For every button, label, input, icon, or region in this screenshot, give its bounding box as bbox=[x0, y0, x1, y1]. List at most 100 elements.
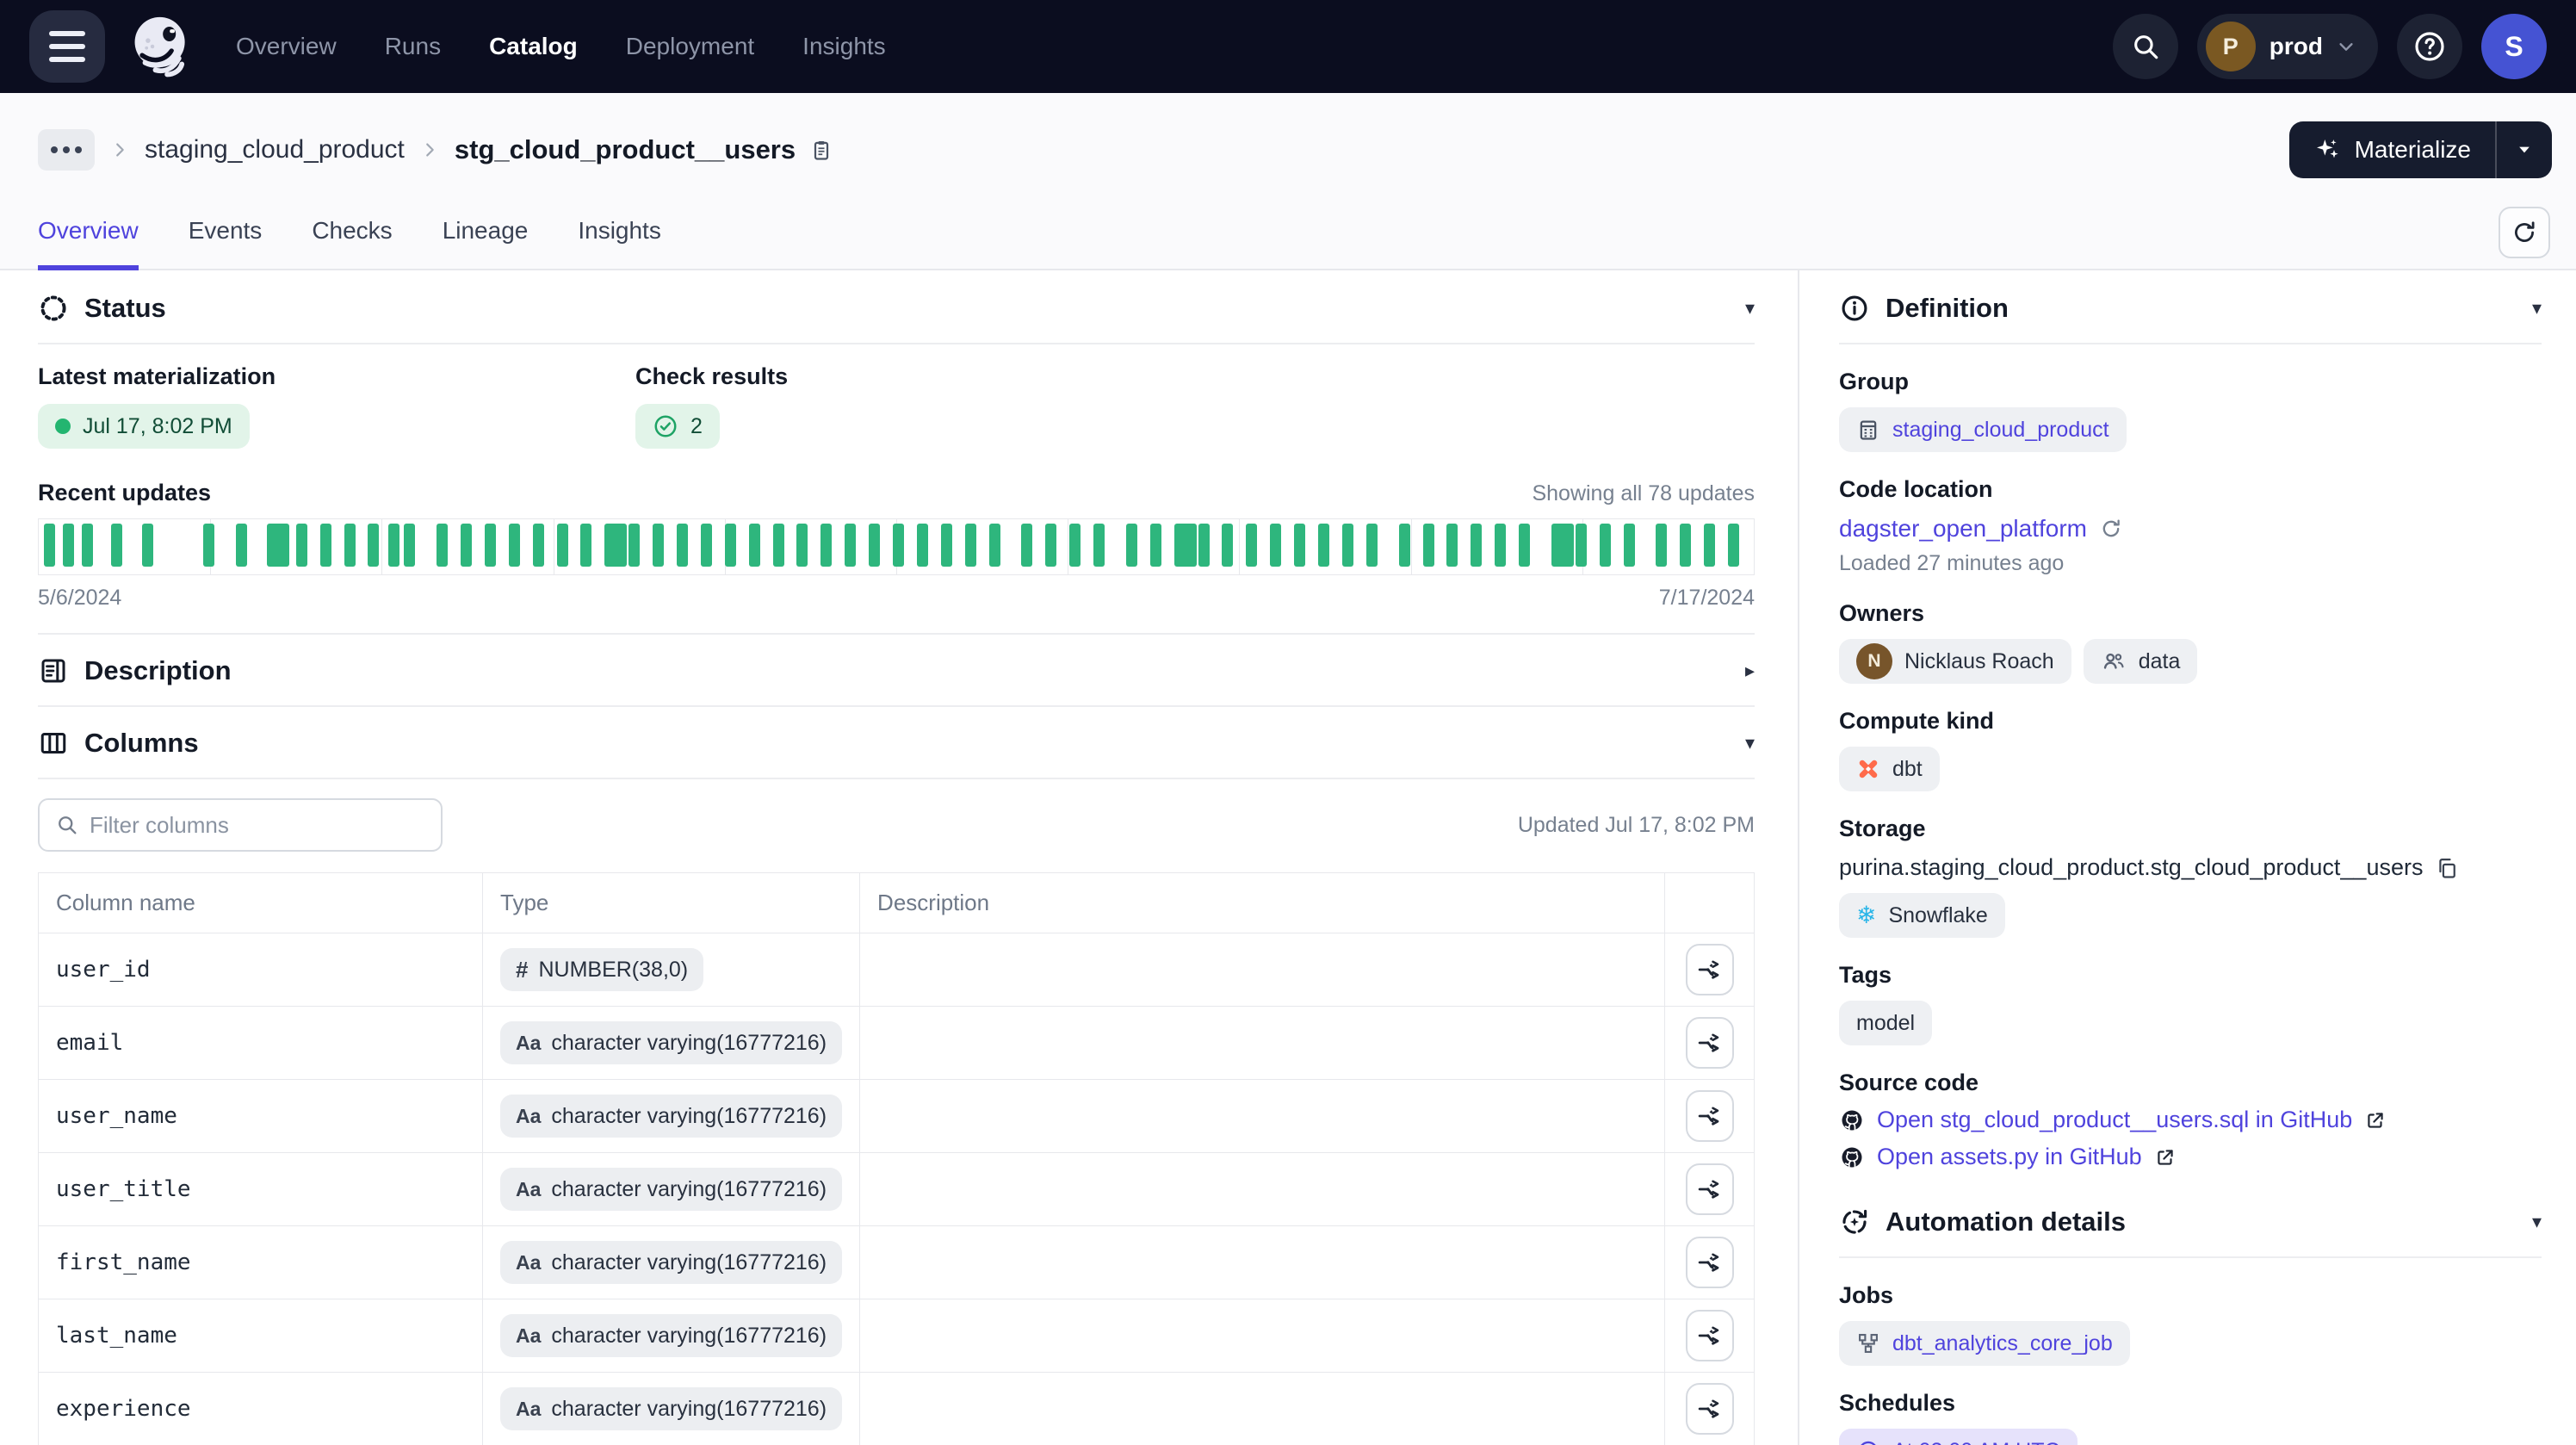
filter-columns-input[interactable] bbox=[90, 812, 425, 839]
timeline-bar[interactable] bbox=[63, 524, 74, 567]
timeline-bar[interactable] bbox=[869, 524, 880, 567]
nav-item-deployment[interactable]: Deployment bbox=[626, 33, 754, 60]
timeline-bar[interactable] bbox=[557, 524, 568, 567]
copy-asset-name-button[interactable] bbox=[809, 138, 833, 162]
column-lineage-button[interactable] bbox=[1686, 944, 1734, 995]
column-lineage-button[interactable] bbox=[1686, 1310, 1734, 1361]
columns-section-header[interactable]: Columns ▾ bbox=[38, 726, 1755, 760]
nav-item-insights[interactable]: Insights bbox=[802, 33, 886, 60]
owner-team-pill[interactable]: data bbox=[2084, 639, 2198, 684]
timeline-bar[interactable] bbox=[1600, 524, 1611, 567]
deployment-switcher[interactable]: P prod bbox=[2197, 14, 2378, 79]
owner-pill[interactable]: N Nicklaus Roach bbox=[1839, 639, 2071, 684]
status-section-header[interactable]: Status ▾ bbox=[38, 291, 1755, 326]
timeline-bar[interactable] bbox=[1471, 524, 1482, 567]
nav-item-runs[interactable]: Runs bbox=[385, 33, 441, 60]
timeline-bar[interactable] bbox=[1069, 524, 1081, 567]
timeline-bar[interactable] bbox=[368, 524, 379, 567]
timeline-bar[interactable] bbox=[344, 524, 356, 567]
timeline-bar[interactable] bbox=[893, 524, 904, 567]
timeline-bar[interactable] bbox=[1246, 524, 1257, 567]
timeline-bar[interactable] bbox=[1495, 524, 1506, 567]
materialize-button[interactable]: Materialize bbox=[2289, 121, 2495, 178]
nav-item-catalog[interactable]: Catalog bbox=[489, 33, 578, 60]
timeline-bar[interactable] bbox=[1624, 524, 1635, 567]
timeline-bar[interactable] bbox=[437, 524, 448, 567]
timeline-bar[interactable] bbox=[111, 524, 122, 567]
timeline-bar[interactable] bbox=[989, 524, 1000, 567]
breadcrumb-group-link[interactable]: staging_cloud_product bbox=[145, 135, 405, 164]
timeline-bar[interactable] bbox=[203, 524, 214, 567]
timeline-bar[interactable] bbox=[749, 524, 760, 567]
copy-storage-path-button[interactable] bbox=[2435, 856, 2459, 880]
timeline-bar[interactable] bbox=[941, 524, 952, 567]
check-results-pill[interactable]: 2 bbox=[635, 404, 720, 449]
description-section-header[interactable]: Description ▸ bbox=[38, 654, 1755, 688]
breadcrumb-overflow-button[interactable] bbox=[38, 129, 95, 171]
group-pill[interactable]: staging_cloud_product bbox=[1839, 407, 2127, 452]
nav-item-overview[interactable]: Overview bbox=[236, 33, 337, 60]
column-lineage-button[interactable] bbox=[1686, 1090, 1734, 1142]
timeline-bar[interactable] bbox=[1551, 524, 1574, 567]
tag-pill[interactable]: model bbox=[1839, 1001, 1932, 1045]
timeline-bar[interactable] bbox=[580, 524, 591, 567]
timeline-bar[interactable] bbox=[1318, 524, 1329, 567]
timeline-bar[interactable] bbox=[533, 524, 544, 567]
timeline-bar[interactable] bbox=[461, 524, 472, 567]
timeline-bar[interactable] bbox=[1399, 524, 1410, 567]
timeline-bar[interactable] bbox=[404, 524, 415, 567]
timeline-bar[interactable] bbox=[1150, 524, 1161, 567]
timeline-bar[interactable] bbox=[604, 524, 627, 567]
timeline-bar[interactable] bbox=[82, 524, 93, 567]
timeline-bar[interactable] bbox=[965, 524, 976, 567]
timeline-bar[interactable] bbox=[1021, 524, 1032, 567]
tab-events[interactable]: Events bbox=[189, 217, 263, 270]
timeline-bar[interactable] bbox=[296, 524, 307, 567]
timeline-bar[interactable] bbox=[773, 524, 784, 567]
timeline-bar[interactable] bbox=[1342, 524, 1353, 567]
dagster-logo[interactable] bbox=[127, 11, 198, 82]
column-lineage-button[interactable] bbox=[1686, 1383, 1734, 1435]
timeline-bar[interactable] bbox=[1656, 524, 1667, 567]
materialize-dropdown-button[interactable] bbox=[2497, 121, 2552, 178]
timeline-bar[interactable] bbox=[629, 524, 640, 567]
search-button[interactable] bbox=[2113, 14, 2178, 79]
tab-insights[interactable]: Insights bbox=[578, 217, 661, 270]
column-lineage-button[interactable] bbox=[1686, 1017, 1734, 1069]
timeline-bar[interactable] bbox=[236, 524, 247, 567]
timeline-bar[interactable] bbox=[725, 524, 736, 567]
reload-code-location-button[interactable] bbox=[2099, 517, 2123, 541]
column-lineage-button[interactable] bbox=[1686, 1237, 1734, 1288]
materialization-pill[interactable]: Jul 17, 8:02 PM bbox=[38, 404, 250, 449]
timeline-bar[interactable] bbox=[1222, 524, 1233, 567]
menu-button[interactable] bbox=[29, 10, 105, 83]
timeline-bar[interactable] bbox=[1423, 524, 1434, 567]
timeline-bar[interactable] bbox=[1093, 524, 1105, 567]
timeline-bar[interactable] bbox=[677, 524, 688, 567]
timeline-bar[interactable] bbox=[701, 524, 712, 567]
timeline-bar[interactable] bbox=[1198, 524, 1210, 567]
timeline-bar[interactable] bbox=[1680, 524, 1691, 567]
column-lineage-button[interactable] bbox=[1686, 1163, 1734, 1215]
timeline-bar[interactable] bbox=[388, 524, 399, 567]
timeline-bar[interactable] bbox=[1704, 524, 1715, 567]
automation-section-header[interactable]: Automation details ▾ bbox=[1839, 1205, 2542, 1239]
timeline-bar[interactable] bbox=[917, 524, 928, 567]
job-pill[interactable]: dbt_analytics_core_job bbox=[1839, 1321, 2130, 1366]
timeline-bar[interactable] bbox=[1270, 524, 1281, 567]
timeline-bar[interactable] bbox=[44, 524, 55, 567]
timeline-bar[interactable] bbox=[1728, 524, 1739, 567]
timeline-bar[interactable] bbox=[1576, 524, 1587, 567]
timeline-bar[interactable] bbox=[1126, 524, 1137, 567]
timeline-bar[interactable] bbox=[1366, 524, 1378, 567]
timeline-bar[interactable] bbox=[653, 524, 664, 567]
timeline-bar[interactable] bbox=[142, 524, 153, 567]
snowflake-pill[interactable]: ❄ Snowflake bbox=[1839, 893, 2005, 938]
timeline-bar[interactable] bbox=[796, 524, 808, 567]
timeline-bar[interactable] bbox=[485, 524, 496, 567]
tab-lineage[interactable]: Lineage bbox=[443, 217, 529, 270]
user-avatar[interactable]: S bbox=[2481, 14, 2547, 79]
updates-timeline[interactable] bbox=[38, 518, 1755, 575]
compute-kind-pill[interactable]: dbt bbox=[1839, 747, 1940, 791]
timeline-bar[interactable] bbox=[267, 524, 289, 567]
